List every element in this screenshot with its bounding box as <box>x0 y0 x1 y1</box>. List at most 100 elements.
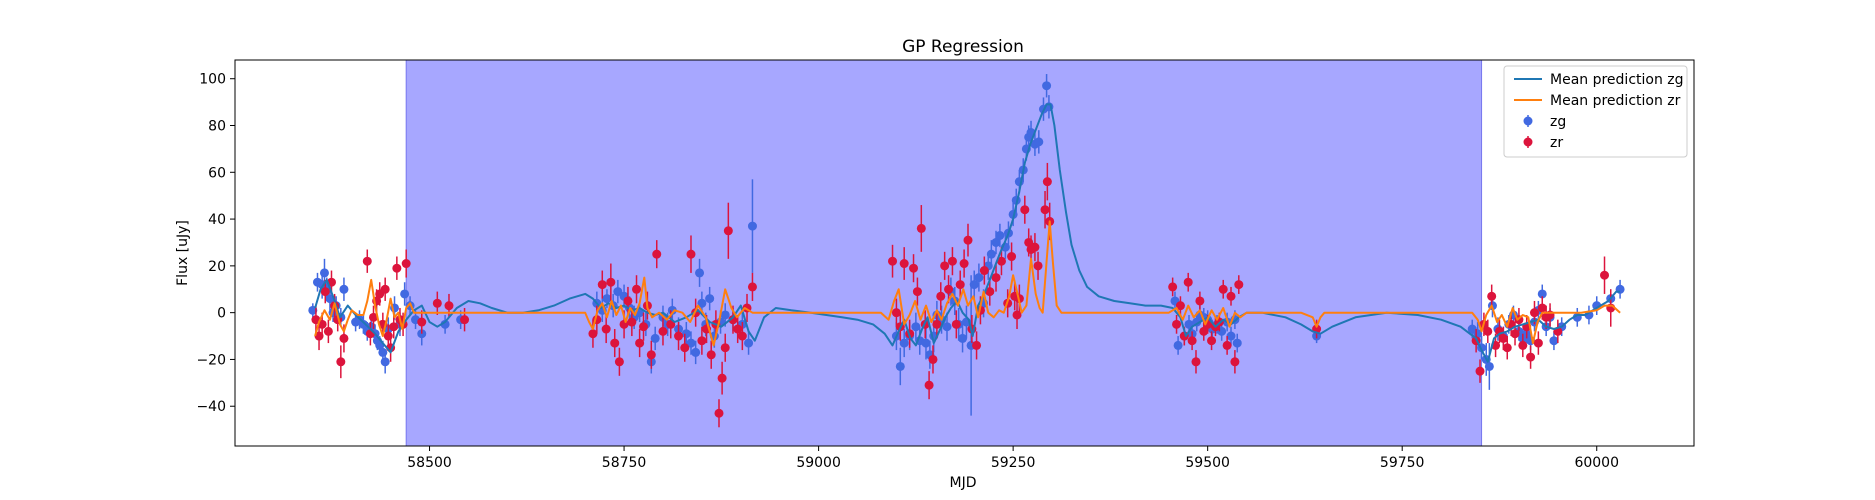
x-tick-label: 59500 <box>1185 455 1230 471</box>
legend-box <box>1503 65 1688 158</box>
data-point-zr <box>623 296 633 306</box>
y-tick-label: 100 <box>199 72 226 88</box>
data-point-zg <box>1042 81 1052 91</box>
data-point-zr <box>1483 326 1493 336</box>
data-point-zr <box>1183 277 1193 287</box>
legend-label-zr-points: zr <box>1550 135 1563 151</box>
data-point-zr <box>916 223 926 233</box>
y-axis-ticks: −40 −20 0 20 40 60 80 100 <box>196 72 235 415</box>
data-point-zr <box>392 263 402 273</box>
data-point-zr <box>1040 205 1050 215</box>
data-point-zr <box>1526 352 1536 362</box>
data-point-zr <box>963 235 973 245</box>
data-point-zr <box>362 256 372 266</box>
legend-marker-zg <box>1523 116 1533 126</box>
data-point-zr <box>1030 242 1040 252</box>
data-point-zr <box>1012 310 1022 320</box>
data-point-zg <box>974 273 984 283</box>
x-tick-label: 59750 <box>1380 455 1425 471</box>
data-point-zr <box>369 312 379 322</box>
prediction-line-1 <box>314 220 1621 347</box>
data-point-zr <box>1533 338 1543 348</box>
data-point-zg <box>911 322 921 332</box>
data-point-zr <box>959 259 969 269</box>
data-point-zr <box>336 357 346 367</box>
data-point-zr <box>1475 366 1485 376</box>
data-point-zr <box>1218 284 1228 294</box>
data-point-zr <box>944 284 954 294</box>
data-point-zr <box>674 331 684 341</box>
data-point-zr <box>1510 329 1520 339</box>
data-point-zr <box>339 333 349 343</box>
data-point-zr <box>320 287 330 297</box>
data-point-zr <box>646 350 656 360</box>
legend-marker-zr <box>1523 137 1533 147</box>
data-point-zr <box>733 324 743 334</box>
legend-label-zg-line: Mean prediction zg <box>1550 72 1684 88</box>
y-tick-label: 20 <box>208 259 226 275</box>
data-point-zg <box>602 294 612 304</box>
data-point-zr <box>380 284 390 294</box>
data-point-zr <box>947 256 957 266</box>
data-point-zr <box>1502 343 1512 353</box>
data-point-zr <box>432 298 442 308</box>
data-point-zr <box>1498 333 1508 343</box>
data-point-zg <box>986 249 996 259</box>
data-point-zr <box>614 357 624 367</box>
data-point-zg <box>339 284 349 294</box>
data-point-zg <box>995 230 1005 240</box>
data-point-zr <box>365 329 375 339</box>
data-point-zr <box>389 322 399 332</box>
data-point-zg <box>942 322 952 332</box>
data-point-zr <box>1529 308 1539 318</box>
data-point-zr <box>635 338 645 348</box>
data-point-zr <box>951 319 961 329</box>
data-point-zr <box>717 373 727 383</box>
data-point-zg <box>744 338 754 348</box>
data-point-zg <box>691 347 701 357</box>
legend-label-zg-points: zg <box>1550 114 1566 130</box>
data-point-zr <box>652 249 662 259</box>
data-point-zr <box>323 326 333 336</box>
data-point-zr <box>723 226 733 236</box>
legend-swatch-zg-points <box>1523 115 1533 127</box>
data-point-zr <box>728 315 738 325</box>
shaded-region-layer <box>405 60 1483 446</box>
data-point-zr <box>1199 326 1209 336</box>
x-axis-label: MJD <box>950 475 977 491</box>
data-point-zg <box>1549 336 1559 346</box>
data-point-zg <box>695 268 705 278</box>
data-point-zg <box>1537 289 1547 299</box>
data-point-zr <box>1207 336 1217 346</box>
data-point-zr <box>1175 301 1185 311</box>
data-point-zr <box>940 261 950 271</box>
legend: Mean prediction zg Mean prediction zr zg… <box>1503 65 1688 158</box>
legend-swatch-zr-points <box>1523 136 1533 148</box>
data-point-zr <box>1518 340 1528 350</box>
data-point-zr <box>985 287 995 297</box>
data-point-zg <box>440 319 450 329</box>
data-point-zg <box>720 310 730 320</box>
data-point-zg <box>747 221 757 231</box>
data-point-zr <box>383 331 393 341</box>
data-point-zr <box>996 256 1006 266</box>
data-point-zg <box>650 333 660 343</box>
data-point-zg <box>400 289 410 299</box>
data-point-zr <box>932 319 942 329</box>
data-point-zg <box>358 319 368 329</box>
data-point-zr <box>680 343 690 353</box>
data-point-zg <box>958 333 968 343</box>
data-point-zr <box>936 291 946 301</box>
data-point-zg <box>921 338 931 348</box>
data-point-zr <box>979 266 989 276</box>
y-axis-label: Flux [uJy] <box>175 220 191 286</box>
x-tick-label: 58750 <box>602 455 647 471</box>
y-tick-label: 0 <box>217 306 226 322</box>
legend-label-zr-line: Mean prediction zr <box>1550 93 1681 109</box>
data-point-zr <box>1033 261 1043 271</box>
data-point-zr <box>714 408 724 418</box>
data-point-zg <box>378 347 388 357</box>
x-tick-label: 59000 <box>796 455 841 471</box>
data-point-zr <box>417 317 427 327</box>
y-tick-label: −40 <box>196 399 226 415</box>
